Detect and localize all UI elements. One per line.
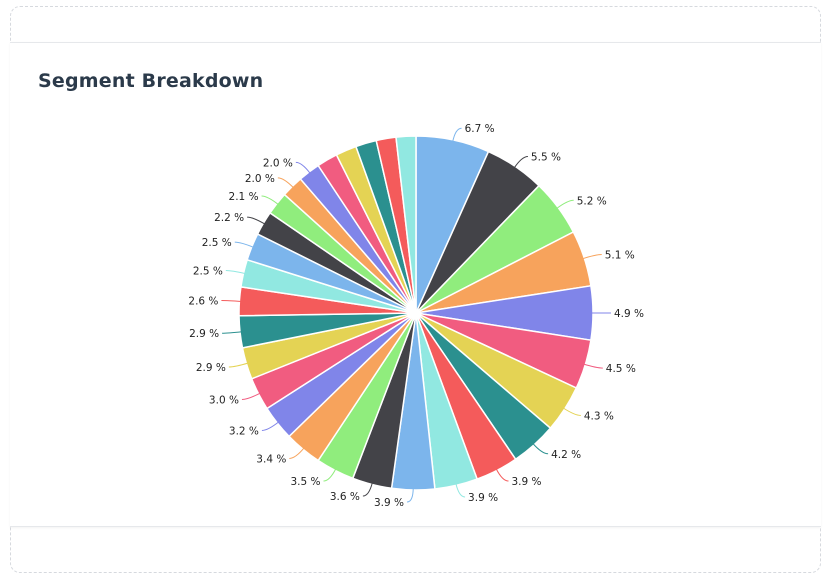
label-connector bbox=[583, 363, 603, 369]
label-connector bbox=[556, 199, 574, 210]
data-label: 2.9 % bbox=[196, 362, 226, 374]
label-connector bbox=[221, 300, 242, 302]
data-label: 2.6 % bbox=[188, 296, 218, 308]
label-connector bbox=[562, 407, 581, 416]
data-label: 2.5 % bbox=[202, 237, 232, 249]
data-label: 3.0 % bbox=[209, 394, 239, 406]
data-label: 3.9 % bbox=[374, 497, 404, 509]
data-label: 5.5 % bbox=[531, 151, 561, 163]
chart-title: Segment Breakdown bbox=[38, 70, 264, 92]
label-connector bbox=[295, 161, 311, 174]
data-label: 5.1 % bbox=[605, 249, 635, 261]
data-label: 6.7 % bbox=[465, 123, 495, 135]
data-label: 5.2 % bbox=[577, 195, 607, 207]
label-connector bbox=[222, 331, 243, 334]
data-label: 4.3 % bbox=[584, 410, 614, 422]
data-label: 3.9 % bbox=[511, 476, 541, 488]
label-connector bbox=[362, 482, 373, 497]
data-label: 2.0 % bbox=[245, 173, 275, 185]
label-connector bbox=[241, 392, 261, 400]
label-connector bbox=[261, 421, 280, 431]
label-connector bbox=[495, 468, 509, 482]
data-label: 2.9 % bbox=[189, 328, 219, 340]
label-connector bbox=[323, 468, 337, 482]
label-connector bbox=[234, 241, 254, 248]
data-label: 3.9 % bbox=[468, 492, 498, 504]
data-label: 4.9 % bbox=[614, 308, 644, 320]
data-label: 3.6 % bbox=[330, 491, 360, 503]
data-label: 2.5 % bbox=[193, 266, 223, 278]
label-connector bbox=[452, 127, 462, 142]
label-connector bbox=[582, 253, 602, 260]
label-connector bbox=[261, 195, 279, 206]
data-label: 4.5 % bbox=[606, 363, 636, 375]
data-label: 4.2 % bbox=[551, 449, 581, 461]
label-connector bbox=[247, 216, 266, 225]
data-label: 2.0 % bbox=[263, 157, 293, 169]
label-connector bbox=[289, 447, 305, 459]
data-label: 2.2 % bbox=[214, 212, 244, 224]
label-connector bbox=[513, 155, 528, 169]
label-connector bbox=[532, 443, 549, 455]
label-connector bbox=[406, 487, 414, 503]
label-connector bbox=[277, 177, 294, 189]
data-label: 3.2 % bbox=[229, 425, 259, 437]
pie-slice[interactable] bbox=[395, 135, 417, 314]
data-label: 3.4 % bbox=[256, 453, 286, 465]
data-label: 2.1 % bbox=[229, 191, 259, 203]
data-label: 3.5 % bbox=[290, 476, 320, 488]
label-connector bbox=[228, 362, 249, 368]
label-connector bbox=[225, 270, 246, 275]
label-connector bbox=[455, 483, 466, 498]
